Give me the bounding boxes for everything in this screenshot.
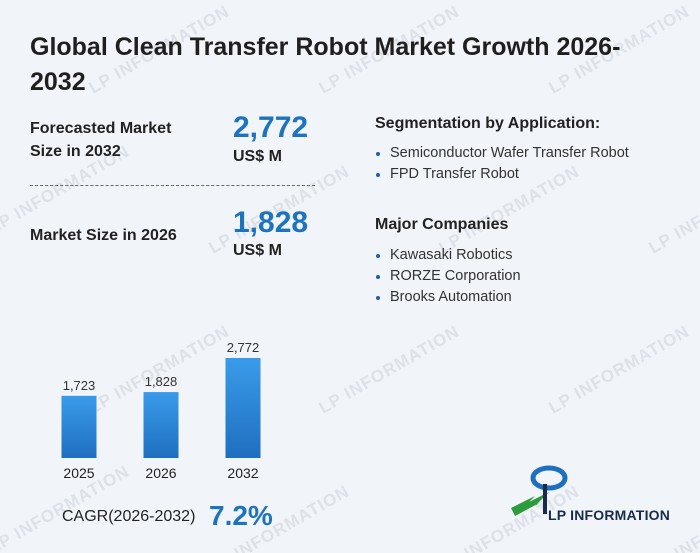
bullet-icon [376, 275, 380, 279]
cagr-label: CAGR(2026-2032) [62, 508, 196, 525]
list-item: RORZE Corporation [375, 266, 521, 287]
bullet-icon [376, 254, 380, 258]
current-unit: US$ M [233, 242, 282, 259]
companies-list: Kawasaki Robotics RORZE Corporation Broo… [375, 245, 521, 308]
segment-label: Semiconductor Wafer Transfer Robot [390, 145, 629, 161]
bullet-icon [376, 296, 380, 300]
bar-value-label: 2,772 [227, 340, 260, 355]
current-value: 1,828 [233, 206, 309, 239]
bar-2025 [61, 395, 97, 458]
forecast-label: Forecasted Market Size in 2032 [30, 117, 171, 163]
segmentation-list: Semiconductor Wafer Transfer Robot FPD T… [375, 143, 629, 185]
current-label: Market Size in 2026 [30, 227, 177, 244]
forecast-label-line2: Size in 2032 [30, 143, 121, 160]
list-item: Kawasaki Robotics [375, 245, 521, 266]
cagr-value: 7.2% [209, 500, 273, 531]
bar-value-label: 1,828 [145, 374, 178, 389]
company-label: Kawasaki Robotics [390, 247, 513, 263]
list-item: Brooks Automation [375, 287, 521, 308]
x-tick-label: 2026 [145, 465, 176, 481]
bullet-icon [376, 173, 380, 177]
segment-label: FPD Transfer Robot [390, 166, 519, 182]
watermark-text: LP INFORMATION [315, 321, 463, 418]
list-item: Semiconductor Wafer Transfer Robot [375, 143, 629, 164]
bar-2026 [143, 392, 179, 458]
logo-text: LP INFORMATION [548, 507, 671, 523]
list-item: FPD Transfer Robot [375, 164, 629, 185]
watermark-text: LP INFORMATION [645, 161, 700, 258]
segmentation-heading: Segmentation by Application: [375, 115, 601, 132]
bullet-icon [376, 152, 380, 156]
bar-chart: 1,723 2025 1,828 2026 2,772 2032 [61, 340, 261, 481]
company-label: Brooks Automation [390, 289, 512, 305]
company-label: RORZE Corporation [390, 268, 521, 284]
bar-value-label: 1,723 [63, 378, 96, 393]
forecast-unit: US$ M [233, 148, 282, 165]
companies-heading: Major Companies [375, 216, 509, 233]
watermark-text: LP INFORMATION [545, 321, 693, 418]
x-tick-label: 2032 [227, 465, 258, 481]
forecast-value: 2,772 [233, 111, 309, 144]
bar-2032 [225, 358, 261, 458]
lp-information-logo [511, 465, 568, 516]
page-title: Global Clean Transfer Robot Market Growt… [30, 33, 621, 96]
forecast-label-line1: Forecasted Market [30, 120, 172, 137]
kpi-divider [30, 185, 315, 186]
x-tick-label: 2025 [63, 465, 94, 481]
